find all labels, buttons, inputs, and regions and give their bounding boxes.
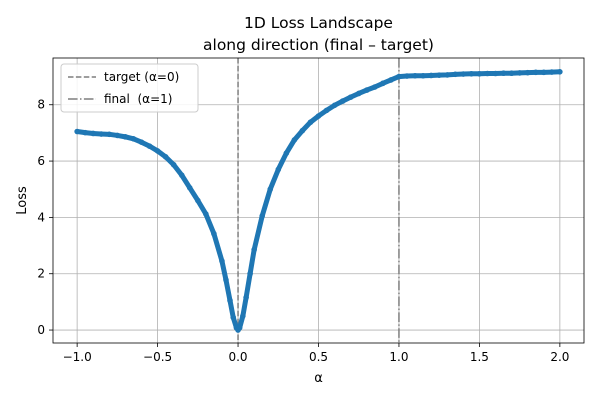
loss-point: [106, 131, 113, 138]
loss-point: [299, 127, 306, 134]
loss-point: [549, 69, 555, 75]
loss-point: [380, 80, 386, 87]
legend-final-label: final (α=1): [104, 92, 172, 106]
loss-point: [331, 102, 338, 109]
loss-point: [492, 70, 499, 77]
loss-point: [219, 258, 225, 264]
loss-point: [186, 185, 193, 191]
loss-point: [243, 294, 249, 301]
x-tick-label: 0.5: [309, 350, 328, 364]
chart-title-line-2: along direction (final – target): [203, 36, 434, 54]
loss-point: [203, 211, 209, 217]
loss-point: [460, 71, 467, 77]
y-axis-ticks: 0 2 4 6 8: [37, 98, 53, 337]
loss-point: [468, 70, 475, 77]
loss-point: [484, 70, 491, 77]
loss-point: [444, 72, 451, 78]
loss-point: [516, 70, 523, 76]
x-axis-ticks: −1.0 −0.5 0.0 0.5 1.0 1.5 2.0: [63, 343, 569, 364]
loss-point: [227, 297, 233, 304]
loss-point: [211, 230, 217, 237]
loss-point: [404, 73, 410, 79]
reference-lines: [237, 58, 400, 343]
loss-point: [323, 107, 330, 114]
loss-point: [347, 94, 354, 100]
x-tick-label: 1.5: [470, 350, 489, 364]
x-tick-label: 2.0: [550, 350, 569, 364]
chart-title-line-1: 1D Loss Landscape: [244, 14, 393, 32]
loss-point: [236, 324, 243, 331]
loss-point: [122, 134, 129, 140]
y-tick-label: 2: [37, 267, 45, 281]
legend-box: [60, 63, 199, 113]
loss-point: [283, 150, 290, 156]
loss-point: [195, 197, 201, 204]
loss-point: [452, 71, 459, 78]
loss-point: [230, 314, 237, 321]
loss-point: [138, 139, 145, 145]
y-tick-label: 4: [37, 210, 45, 224]
loss-point: [247, 270, 253, 277]
loss-point: [259, 213, 265, 219]
x-tick-label: 0.0: [228, 350, 247, 364]
x-axis-label: α: [314, 371, 323, 386]
y-tick-label: 6: [37, 154, 45, 168]
loss-point: [339, 98, 346, 104]
loss-point: [154, 148, 161, 154]
loss-point: [508, 70, 515, 77]
loss-point: [428, 72, 434, 79]
x-tick-label: −0.5: [143, 350, 172, 364]
loss-point: [275, 166, 282, 173]
loss-point: [307, 119, 314, 126]
loss-point: [540, 69, 547, 76]
legend: target (α=0) final (α=1): [60, 63, 199, 113]
loss-point: [532, 69, 539, 76]
loss-point: [146, 143, 153, 149]
loss-point: [412, 72, 418, 79]
loss-point: [267, 186, 274, 193]
loss-point: [178, 172, 185, 178]
y-axis-label: Loss: [15, 186, 30, 215]
loss-point: [557, 69, 563, 75]
y-tick-label: 0: [37, 323, 45, 337]
loss-point: [74, 128, 80, 135]
loss-point: [240, 313, 246, 319]
loss-point: [388, 77, 394, 83]
loss-point: [130, 136, 137, 142]
legend-target-label: target (α=0): [104, 70, 179, 84]
x-tick-label: −1.0: [63, 350, 92, 364]
loss-point: [98, 131, 105, 137]
loss-point: [500, 70, 507, 77]
loss-point: [114, 132, 121, 139]
y-tick-label: 8: [37, 98, 45, 112]
loss-point: [223, 277, 229, 283]
loss-point: [90, 130, 97, 137]
loss-point: [315, 113, 322, 119]
loss-point: [524, 69, 531, 76]
loss-point: [251, 246, 257, 253]
loss-point: [363, 87, 370, 93]
loss-point: [436, 72, 442, 78]
loss-point: [355, 90, 362, 97]
loss-point: [170, 161, 177, 168]
loss-point: [420, 72, 426, 79]
loss-point: [372, 84, 378, 90]
loss-point: [82, 129, 88, 136]
loss-point: [476, 70, 483, 77]
loss-point: [162, 154, 169, 160]
loss-point: [396, 73, 402, 80]
loss-point: [291, 137, 298, 143]
x-tick-label: 1.0: [389, 350, 408, 364]
data-series: [74, 69, 563, 333]
